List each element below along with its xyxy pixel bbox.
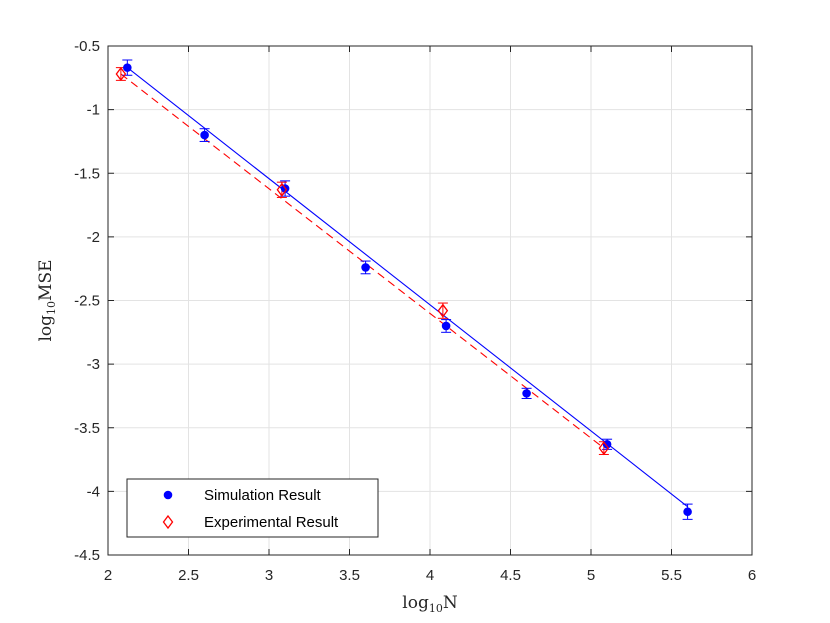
data-point bbox=[598, 441, 610, 456]
fit-line bbox=[123, 64, 688, 508]
y-tick-label: -4.5 bbox=[74, 547, 100, 564]
data-point bbox=[437, 303, 449, 318]
data-points bbox=[115, 63, 692, 517]
data-point bbox=[200, 130, 209, 140]
data-point bbox=[602, 439, 612, 449]
x-tick-label: 4 bbox=[426, 567, 434, 584]
x-tick-label: 6 bbox=[748, 567, 756, 584]
legend-label: Experimental Result bbox=[204, 514, 339, 531]
y-tick-label: -1.5 bbox=[74, 165, 100, 182]
data-point bbox=[441, 321, 451, 331]
y-tick-label: -4 bbox=[87, 483, 100, 500]
y-tick-label: -3 bbox=[87, 356, 100, 373]
x-tick-label: 3.5 bbox=[339, 567, 360, 584]
y-tick-label: -2.5 bbox=[74, 293, 100, 310]
x-tick-label: 5 bbox=[587, 567, 595, 584]
x-tick-label: 2 bbox=[104, 567, 112, 584]
x-axis-label: log10N bbox=[402, 593, 458, 615]
data-point bbox=[522, 389, 531, 398]
y-axis-label: log10MSE bbox=[36, 259, 58, 341]
y-tick-label: -0.5 bbox=[74, 38, 100, 55]
legend: Simulation Result Experimental Result bbox=[126, 478, 379, 538]
y-tick-label: -1 bbox=[87, 102, 100, 119]
axis-ticks: 2 2.5 3 3.5 4 4.5 5 5.5 6 -0.5 -1 -1.5 -2 -2.5 -3 -3.5 -… bbox=[74, 38, 756, 584]
x-tick-label: 2.5 bbox=[178, 567, 199, 584]
legend-marker bbox=[163, 490, 173, 500]
y-tick-label: -2 bbox=[87, 229, 100, 246]
x-tick-label: 3 bbox=[265, 567, 273, 584]
x-tick-label: 5.5 bbox=[661, 567, 682, 584]
data-point bbox=[115, 66, 127, 82]
x-tick-label: 4.5 bbox=[500, 567, 521, 584]
y-tick-label: -3.5 bbox=[74, 420, 100, 437]
data-point bbox=[361, 263, 370, 272]
data-point bbox=[683, 507, 692, 517]
legend-marker bbox=[162, 514, 174, 530]
data-point bbox=[123, 63, 132, 72]
legend-label: Simulation Result bbox=[204, 487, 322, 504]
data-point bbox=[276, 182, 288, 197]
